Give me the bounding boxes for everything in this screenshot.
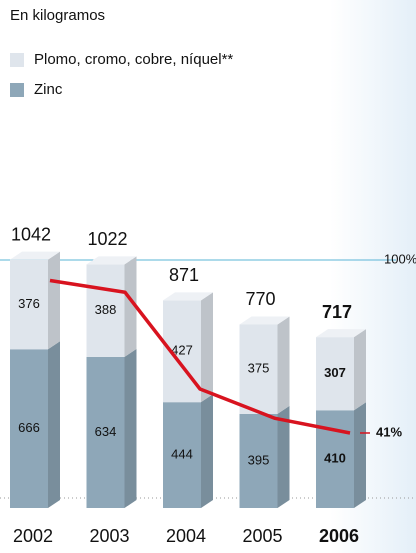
bar-segment <box>239 324 278 414</box>
bar-top <box>163 292 213 301</box>
trend-line <box>49 278 351 435</box>
y2-tick-label: 41% <box>376 424 402 439</box>
total-label: 871 <box>169 265 199 285</box>
bar-segment <box>10 259 48 350</box>
x-tick-label: 2006 <box>319 526 359 546</box>
segment-label: 410 <box>324 451 346 466</box>
x-tick-label: 2003 <box>89 526 129 546</box>
segment-label: 376 <box>18 296 40 311</box>
bar-top <box>316 329 366 338</box>
bar-side <box>124 348 137 508</box>
bar-segment <box>86 356 125 508</box>
segment-label: 375 <box>248 361 270 376</box>
bar-side <box>277 316 290 414</box>
segment-label: 395 <box>248 452 270 467</box>
bar-side <box>201 292 213 403</box>
subtitle: En kilogramos <box>10 7 105 24</box>
legend-swatch <box>10 53 24 67</box>
total-label: 1042 <box>11 224 51 244</box>
bar-side <box>354 402 366 508</box>
bar-side <box>48 251 60 350</box>
bar-segment <box>316 337 354 411</box>
bar-segment <box>10 349 48 508</box>
y2-tick-label: 100% <box>384 251 416 266</box>
bar-side <box>277 405 290 508</box>
segment-label: 388 <box>95 302 117 317</box>
bar-side <box>48 341 60 508</box>
total-label: 717 <box>322 302 352 322</box>
bar-segment <box>163 402 201 508</box>
segment-label: 307 <box>324 365 346 380</box>
segment-label: 634 <box>95 424 117 439</box>
bar-side <box>201 394 213 508</box>
bar-side <box>354 329 366 411</box>
bar-segment <box>239 413 278 508</box>
bar-segment <box>86 264 125 357</box>
legend-swatch <box>10 83 24 97</box>
bar-top <box>239 316 290 325</box>
legend-label: Zinc <box>34 81 63 98</box>
segment-label: 444 <box>171 447 193 462</box>
x-tick-label: 2004 <box>166 526 206 546</box>
legend-label: Plomo, cromo, cobre, níquel** <box>34 51 233 68</box>
bar-top <box>10 251 60 260</box>
total-label: 1022 <box>87 229 127 249</box>
bar-top <box>86 256 137 265</box>
segment-label: 666 <box>18 420 40 435</box>
x-tick-label: 2002 <box>13 526 53 546</box>
segment-label: 427 <box>171 343 193 358</box>
total-label: 770 <box>245 289 275 309</box>
bar-side <box>124 256 137 357</box>
x-tick-label: 2005 <box>242 526 282 546</box>
